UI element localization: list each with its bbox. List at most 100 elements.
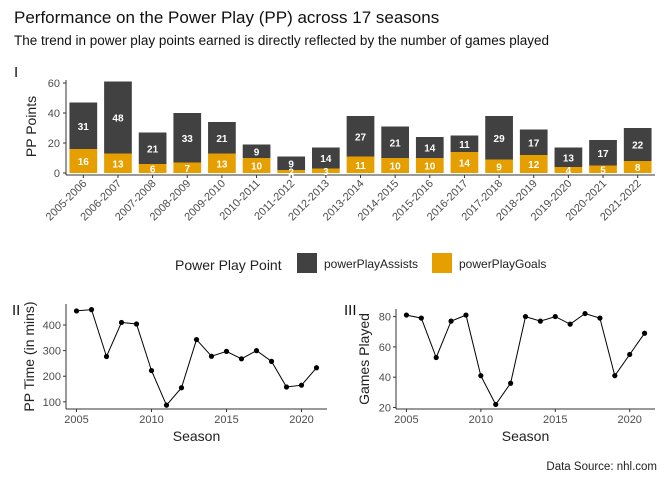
bar-goals: [519, 155, 548, 173]
bar-assists: [589, 140, 617, 166]
bar-label-assists: 14: [424, 144, 436, 155]
bar-label-goals: 2: [288, 168, 294, 179]
bar-label-assists: 29: [494, 134, 506, 145]
line-y-tick-label: 40: [379, 372, 391, 384]
data-point: [88, 307, 95, 313]
data-source-caption: Data Source: nhl.com: [546, 461, 657, 473]
data-point: [493, 401, 499, 408]
bar-goals: [415, 158, 444, 173]
data-point: [193, 336, 200, 343]
bar-assists: [104, 81, 132, 154]
legend-label-goals: powerPlayGoals: [459, 257, 546, 271]
bar-assists: [173, 113, 202, 163]
bar-y-tick-label: 60: [48, 78, 60, 90]
bar-goals: [554, 167, 583, 173]
bar-label-goals: 10: [390, 162, 402, 173]
panel-tag-3: III: [344, 302, 357, 319]
line-y-tick-label: 20: [379, 402, 391, 414]
data-point: [463, 312, 469, 318]
bar-label-goals: 10: [424, 162, 436, 173]
data-point: [582, 310, 588, 317]
bar-goals: [173, 162, 202, 173]
bar-goals: [242, 158, 271, 173]
data-point: [403, 312, 410, 318]
data-point: [238, 356, 245, 362]
pp-time-line-panel: 100 200 300 400 2005 2010 2015 2020 Season PP Tim…: [21, 301, 327, 444]
bar-goals: [450, 152, 479, 173]
data-point: [178, 385, 185, 391]
bar-label-goals: 5: [600, 165, 606, 176]
bar-label-goals: 14: [459, 159, 471, 170]
bar-label-goals: 4: [566, 166, 572, 177]
bar-goals: [69, 149, 98, 173]
line-x-tick-label: 2005: [64, 414, 88, 426]
bar-label-assists: 21: [147, 144, 159, 155]
bar-goals: [485, 159, 513, 173]
bar-label-assists: 31: [78, 122, 90, 133]
bar-label-goals: 3: [323, 167, 329, 178]
line-x-tick-label: 2015: [543, 414, 567, 426]
games-played-line-panel: 20 40 60 80 2005 2010 2015 2020 Season Games Play…: [356, 309, 655, 444]
bar-label-goals: 12: [528, 160, 540, 171]
line-x-tick-label: 2015: [214, 414, 238, 426]
bar-assists: [208, 122, 236, 154]
data-point: [73, 308, 80, 314]
data-point: [148, 367, 155, 374]
data-point: [597, 315, 603, 321]
line-y-tick-label: 100: [43, 397, 61, 409]
line-y-tick-label: 300: [43, 346, 61, 358]
bar-assists: [485, 116, 513, 160]
data-point: [133, 321, 140, 327]
bar-label-goals: 13: [216, 159, 228, 170]
data-point: [418, 315, 424, 321]
data-point: [537, 318, 543, 324]
data-point: [103, 353, 110, 360]
bar-label-assists: 17: [528, 138, 540, 149]
bar-goals: [346, 156, 375, 173]
bar-assists: [450, 135, 479, 152]
bar-label-goals: 7: [184, 164, 190, 175]
bar-label-assists: 14: [320, 154, 332, 165]
bar-label-assists: 17: [597, 149, 609, 160]
bar-goals: [277, 170, 306, 173]
bar-label-assists: 48: [112, 114, 124, 125]
line-x-tick-label: 2010: [469, 414, 493, 426]
data-point: [208, 353, 215, 359]
line-x-axis-title: Season: [502, 428, 549, 444]
bar-label-goals: 13: [112, 159, 124, 170]
line-x-tick-label: 2005: [394, 414, 418, 426]
data-point: [522, 313, 529, 320]
bar-label-assists: 21: [216, 134, 228, 145]
chart-subtitle: The trend in power play points earned is…: [14, 33, 549, 48]
bar-goals: [381, 158, 410, 173]
data-point: [612, 373, 618, 379]
bar-label-goals: 8: [635, 163, 641, 174]
bar-label-assists: 33: [182, 134, 194, 145]
series-line: [406, 312, 646, 406]
bar-assists: [415, 137, 444, 158]
data-point: [118, 319, 125, 326]
bar-goals: [104, 153, 132, 173]
bar-label-assists: 11: [459, 140, 470, 151]
legend-title: Power Play Point: [175, 257, 282, 273]
bar-label-assists: 13: [563, 153, 575, 164]
data-point: [448, 318, 454, 324]
bar-label-goals: 10: [251, 162, 263, 173]
bar-label-assists: 22: [632, 141, 644, 152]
bar-assists: [346, 116, 375, 157]
bar-label-assists: 9: [254, 147, 260, 158]
bar-label-goals: 16: [78, 157, 90, 168]
bar-label-assists: 9: [288, 159, 294, 170]
bar-goals: [623, 161, 652, 173]
data-point: [567, 321, 573, 327]
line-y-axis-title: Games Played: [356, 313, 372, 405]
data-point: [298, 382, 305, 388]
panel-tag-2: II: [12, 302, 20, 319]
data-point: [641, 330, 648, 336]
legend-swatch-assists: [297, 253, 317, 273]
line-x-axis-title: Season: [173, 428, 220, 444]
panel-tag-1: I: [14, 64, 18, 81]
legend: Power Play Point powerPlayAssists powerP…: [175, 253, 546, 273]
